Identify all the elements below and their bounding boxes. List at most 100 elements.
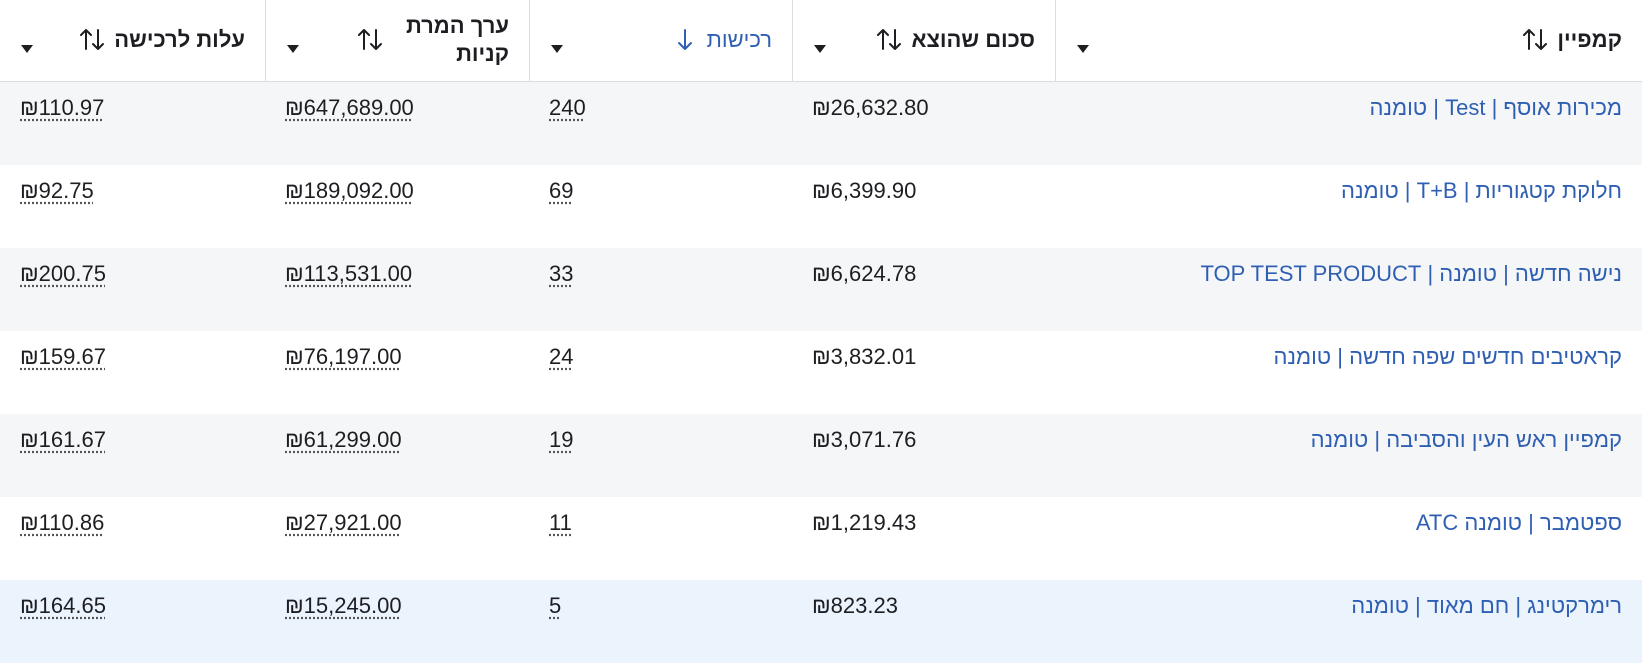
- column-header[interactable]: עלות לרכישה: [0, 0, 265, 81]
- table-header: קמפיין סכום שהוצא רכישות ערך המרת קניות עלות…: [0, 0, 1642, 82]
- metric-cell: 69: [529, 165, 792, 248]
- dropdown-arrow[interactable]: [813, 44, 827, 54]
- dropdown-arrow[interactable]: [20, 44, 34, 54]
- metric-cell: ₪189,092.00: [265, 165, 529, 248]
- table-row: נישה חדשה | טומנה | TOP TEST PRODUCT ₪6,6…: [0, 248, 1642, 331]
- campaign-cell[interactable]: רימרקטינג | חם מאוד | טומנה: [1055, 580, 1642, 663]
- metric-cell: 33: [529, 248, 792, 331]
- metric-value: ₪647,689.00: [285, 95, 414, 120]
- metric-value: ₪27,921.00: [285, 510, 402, 535]
- metric-cell: ₪1,219.43: [792, 497, 1055, 580]
- metric-cell: ₪3,071.76: [792, 414, 1055, 497]
- metric-cell: ₪823.23: [792, 580, 1055, 663]
- sort-arrows[interactable]: [356, 26, 384, 54]
- campaign-name[interactable]: ספטמבר | טומנה ATC: [1415, 510, 1622, 535]
- metric-value: ₪1,219.43: [812, 510, 917, 535]
- column-title: קמפיין: [1557, 27, 1622, 52]
- metric-cell: ₪6,624.78: [792, 248, 1055, 331]
- sort-arrows[interactable]: [875, 26, 903, 54]
- dropdown-icon[interactable]: [20, 34, 34, 60]
- table-row: קמפיין ראש העין והסביבה | טומנה ₪3,071.76…: [0, 414, 1642, 497]
- campaign-cell[interactable]: קראטיבים חדשים שפה חדשה | טומנה: [1055, 331, 1642, 414]
- metric-value: ₪3,071.76: [812, 427, 917, 452]
- table-row: קראטיבים חדשים שפה חדשה | טומנה ₪3,832.01…: [0, 331, 1642, 414]
- metric-cell: ₪92.75: [0, 165, 265, 248]
- metric-cell: ₪3,832.01: [792, 331, 1055, 414]
- metric-value: ₪161.67: [20, 427, 106, 452]
- metric-value: ₪200.75: [20, 261, 106, 286]
- sort-icon[interactable]: [671, 26, 699, 60]
- metric-value: 19: [549, 427, 574, 452]
- metric-value: 24: [549, 344, 574, 369]
- metric-value: 5: [549, 593, 562, 618]
- metric-cell: ₪76,197.00: [265, 331, 529, 414]
- sort-arrows[interactable]: [671, 26, 699, 54]
- column-title: רכישות: [706, 27, 772, 52]
- dropdown-icon[interactable]: [813, 34, 827, 60]
- sort-arrows[interactable]: [1521, 26, 1549, 54]
- metric-value: ₪61,299.00: [285, 427, 402, 452]
- campaign-name[interactable]: רימרקטינג | חם מאוד | טומנה: [1351, 593, 1622, 618]
- campaign-name[interactable]: קמפיין ראש העין והסביבה | טומנה: [1310, 427, 1622, 452]
- metric-value: ₪113,531.00: [285, 261, 413, 286]
- dropdown-arrow[interactable]: [1076, 44, 1090, 54]
- metric-cell: ₪113,531.00: [265, 248, 529, 331]
- table-row: רימרקטינג | חם מאוד | טומנה ₪823.23 5 ₪15,2…: [0, 580, 1642, 663]
- sort-icon[interactable]: [1521, 26, 1549, 60]
- metric-cell: ₪159.67: [0, 331, 265, 414]
- metric-cell: ₪61,299.00: [265, 414, 529, 497]
- dropdown-arrow[interactable]: [286, 44, 300, 54]
- dropdown-arrow[interactable]: [550, 44, 564, 54]
- metric-value: ₪110.97: [20, 95, 105, 120]
- campaign-name[interactable]: מכירות אוסף | Test | טומנה: [1369, 95, 1622, 120]
- metric-cell: 24: [529, 331, 792, 414]
- campaign-cell[interactable]: חלוקת קטגוריות | T+B | טומנה: [1055, 165, 1642, 248]
- metric-cell: ₪27,921.00: [265, 497, 529, 580]
- dropdown-icon[interactable]: [550, 34, 564, 60]
- metric-cell: ₪164.65: [0, 580, 265, 663]
- campaign-cell[interactable]: מכירות אוסף | Test | טומנה: [1055, 82, 1642, 165]
- metric-value: ₪159.67: [20, 344, 106, 369]
- table-row: מכירות אוסף | Test | טומנה ₪26,632.80 240 ₪…: [0, 82, 1642, 165]
- campaign-cell[interactable]: קמפיין ראש העין והסביבה | טומנה: [1055, 414, 1642, 497]
- metric-cell: 11: [529, 497, 792, 580]
- column-header[interactable]: סכום שהוצא: [792, 0, 1055, 81]
- metric-value: ₪92.75: [20, 178, 94, 203]
- metric-cell: ₪161.67: [0, 414, 265, 497]
- campaign-name[interactable]: חלוקת קטגוריות | T+B | טומנה: [1341, 178, 1622, 203]
- table-row: חלוקת קטגוריות | T+B | טומנה ₪6,399.90 69 ₪…: [0, 165, 1642, 248]
- metric-cell: ₪110.97: [0, 82, 265, 165]
- metric-cell: 240: [529, 82, 792, 165]
- metric-cell: ₪6,399.90: [792, 165, 1055, 248]
- metric-cell: ₪200.75: [0, 248, 265, 331]
- metric-value: 11: [549, 510, 572, 535]
- column-title: ערך המרת קניות: [405, 13, 509, 66]
- sort-icon[interactable]: [875, 26, 903, 60]
- sort-arrows[interactable]: [78, 26, 106, 54]
- column-header[interactable]: ערך המרת קניות: [265, 0, 529, 81]
- metric-value: ₪3,832.01: [812, 344, 917, 369]
- metric-value: ₪110.86: [20, 510, 105, 535]
- dropdown-icon[interactable]: [286, 34, 300, 60]
- dropdown-icon[interactable]: [1076, 34, 1090, 60]
- metric-value: ₪164.65: [20, 593, 106, 618]
- campaign-name[interactable]: נישה חדשה | טומנה | TOP TEST PRODUCT: [1200, 261, 1622, 286]
- metric-value: 240: [549, 95, 586, 120]
- metric-value: 33: [549, 261, 574, 286]
- campaign-cell[interactable]: נישה חדשה | טומנה | TOP TEST PRODUCT: [1055, 248, 1642, 331]
- metric-value: ₪76,197.00: [285, 344, 402, 369]
- metric-value: ₪26,632.80: [812, 95, 929, 120]
- metric-cell: ₪110.86: [0, 497, 265, 580]
- column-header[interactable]: רכישות: [529, 0, 792, 81]
- metric-value: ₪6,624.78: [812, 261, 917, 286]
- column-header[interactable]: קמפיין: [1055, 0, 1642, 81]
- campaign-cell[interactable]: ספטמבר | טומנה ATC: [1055, 497, 1642, 580]
- campaign-name[interactable]: קראטיבים חדשים שפה חדשה | טומנה: [1273, 344, 1622, 369]
- metric-cell: ₪26,632.80: [792, 82, 1055, 165]
- sort-icon[interactable]: [78, 26, 106, 60]
- sort-icon[interactable]: [356, 26, 384, 60]
- table-row: ספטמבר | טומנה ATC ₪1,219.43 11 ₪27,921.00 ₪…: [0, 497, 1642, 580]
- metric-cell: ₪647,689.00: [265, 82, 529, 165]
